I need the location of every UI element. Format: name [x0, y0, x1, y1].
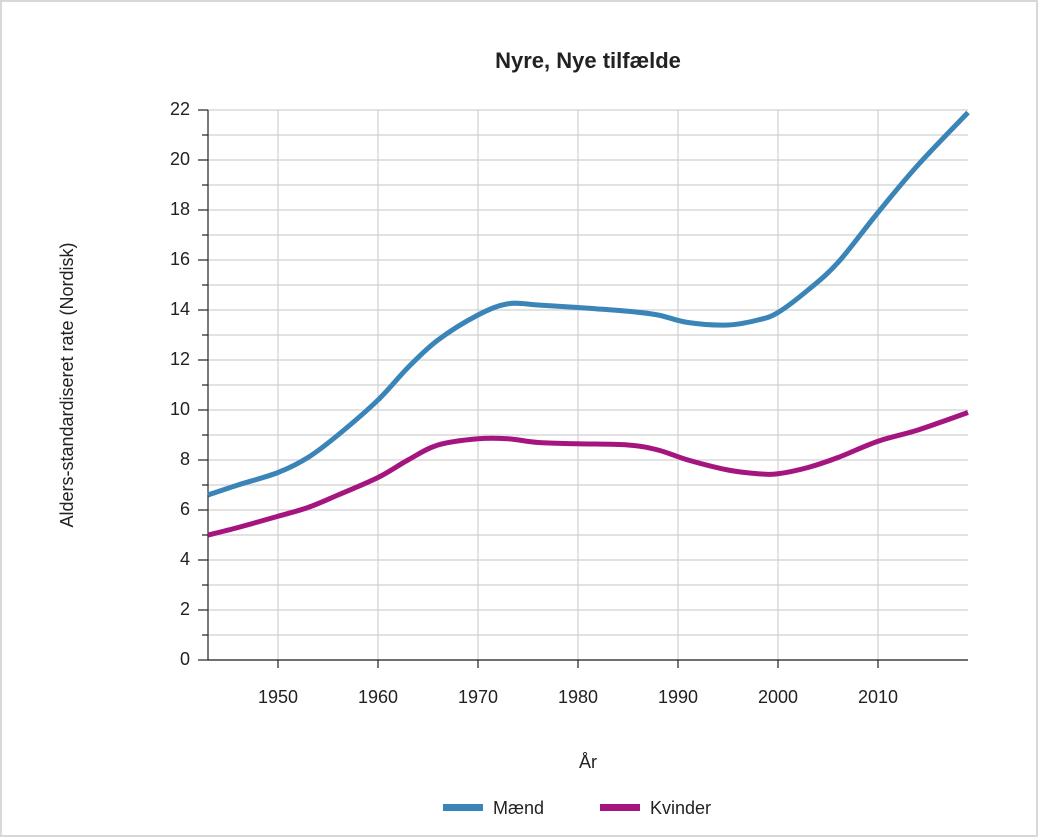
y-tick-label: 20 — [170, 149, 190, 169]
x-tick-label: 1990 — [658, 687, 698, 707]
y-tick-label: 14 — [170, 299, 190, 319]
y-tick-label: 16 — [170, 249, 190, 269]
y-axis-label: Alders-standardiseret rate (Nordisk) — [57, 242, 77, 527]
chart-title: Nyre, Nye tilfælde — [495, 48, 681, 73]
legend-swatch — [600, 804, 640, 811]
y-tick-label: 6 — [180, 499, 190, 519]
y-tick-label: 12 — [170, 349, 190, 369]
legend-swatch — [443, 804, 483, 811]
x-tick-label: 1960 — [358, 687, 398, 707]
series-line — [207, 410, 969, 538]
x-tick-label: 1950 — [258, 687, 298, 707]
x-axis-label: År — [579, 752, 597, 772]
y-tick-label: 8 — [180, 449, 190, 469]
y-tick-label: 2 — [180, 599, 190, 619]
y-tick-label: 4 — [180, 549, 190, 569]
legend-label: Kvinder — [650, 798, 711, 818]
x-tick-label: 2010 — [858, 687, 898, 707]
y-tick-label: 10 — [170, 399, 190, 419]
series-line — [207, 110, 970, 498]
y-tick-label: 22 — [170, 99, 190, 119]
y-tick-label: 18 — [170, 199, 190, 219]
x-tick-label: 1980 — [558, 687, 598, 707]
x-tick-label: 1970 — [458, 687, 498, 707]
x-tick-label: 2000 — [758, 687, 798, 707]
y-tick-label: 0 — [180, 649, 190, 669]
legend-label: Mænd — [493, 798, 544, 818]
